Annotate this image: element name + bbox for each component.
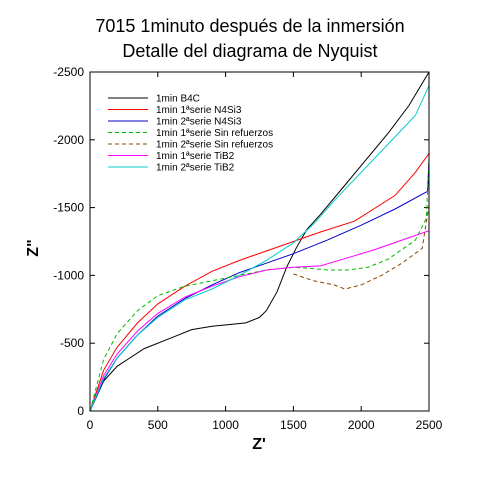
legend-entry-label: 1min 2ªserie Sin refuerzos — [156, 140, 273, 151]
y-axis-label: Z" — [25, 239, 42, 256]
chart-title-line-2: Detalle del diagrama de Nyquist — [122, 41, 377, 61]
x-tick-label: 0 — [87, 418, 94, 432]
x-tick-label: 500 — [148, 418, 168, 432]
x-tick-label: 2500 — [416, 418, 443, 432]
series-line-4 — [90, 160, 429, 411]
series-lines — [90, 72, 429, 411]
y-tick-label: -500 — [60, 336, 84, 350]
legend-entry-label: 1min 1ªserie N4Si3 — [156, 105, 242, 116]
tick-labels: 0 500 1000 1500 2000 2500 0 -500 -1000 -1500 -2000… — [53, 65, 442, 432]
legend-entry-label: 1min 2ªserie TiB2 — [156, 163, 235, 174]
legend-entry-label: 1min 2ªserie N4Si3 — [156, 117, 242, 128]
y-tick-label: -2500 — [53, 65, 84, 79]
plot-area-frame — [89, 71, 430, 412]
chart-title-line-1: 7015 1minuto después de la inmersión — [95, 16, 404, 36]
tick-marks — [89, 71, 430, 412]
y-tick-label: -2000 — [53, 133, 84, 147]
series-line-1 — [90, 72, 429, 411]
x-tick-label: 1000 — [212, 418, 239, 432]
series-line-2 — [90, 153, 429, 411]
x-tick-label: 2000 — [348, 418, 375, 432]
y-tick-label: -1000 — [53, 268, 84, 282]
x-axis-label: Z' — [252, 436, 266, 453]
series-line-5 — [293, 204, 429, 290]
y-tick-label: 0 — [77, 404, 84, 418]
x-tick-label: 1500 — [280, 418, 307, 432]
series-line-3 — [90, 160, 429, 411]
legend-entry-label: 1min B4C — [156, 94, 200, 105]
y-tick-label: -1500 — [53, 201, 84, 215]
series-line-7 — [90, 85, 429, 411]
legend-entry-label: 1min 1ªserie Sin refuerzos — [156, 128, 273, 139]
series-line-6 — [90, 230, 429, 411]
legend-entry-label: 1min 1ªserie TiB2 — [156, 151, 235, 162]
